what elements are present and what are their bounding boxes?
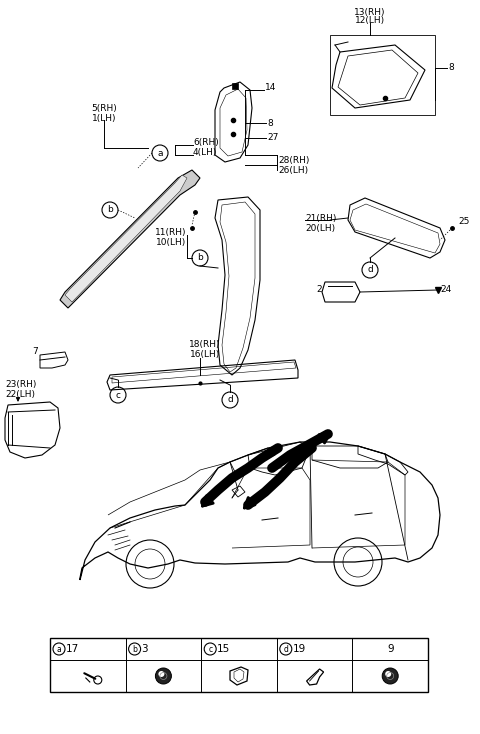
Text: 5(RH): 5(RH)	[91, 103, 117, 112]
Text: 9: 9	[387, 644, 394, 654]
Circle shape	[156, 668, 171, 684]
Text: c: c	[208, 644, 212, 653]
Text: 22(LH): 22(LH)	[5, 390, 35, 399]
Text: 23(RH): 23(RH)	[5, 380, 36, 390]
Text: d: d	[367, 266, 373, 275]
Bar	[232, 83, 238, 89]
Text: 3: 3	[142, 644, 148, 654]
Text: 27: 27	[267, 134, 278, 142]
Text: 25: 25	[458, 217, 469, 227]
Text: c: c	[116, 390, 120, 399]
Text: 7: 7	[32, 347, 38, 357]
Circle shape	[158, 671, 164, 677]
Circle shape	[382, 668, 398, 684]
Bar	[330, 35, 435, 115]
Text: 8: 8	[267, 118, 273, 128]
Text: b: b	[197, 253, 203, 263]
Polygon shape	[65, 175, 187, 302]
Text: d: d	[283, 644, 288, 653]
Text: b: b	[132, 644, 137, 653]
Text: 12(LH): 12(LH)	[355, 16, 385, 26]
Text: 16(LH): 16(LH)	[190, 351, 220, 360]
Text: 20(LH): 20(LH)	[305, 223, 335, 233]
Text: 14: 14	[265, 84, 276, 92]
Text: 28(RH): 28(RH)	[278, 156, 310, 164]
Text: 18(RH): 18(RH)	[189, 341, 221, 349]
Text: 4(LH): 4(LH)	[193, 148, 217, 156]
Text: 17: 17	[66, 644, 79, 654]
Text: 10(LH): 10(LH)	[156, 238, 186, 247]
Text: 19: 19	[293, 644, 306, 654]
Text: 2: 2	[316, 286, 322, 294]
Text: a: a	[157, 148, 163, 158]
Bar	[50, 638, 428, 692]
Circle shape	[385, 671, 391, 677]
Text: 13(RH): 13(RH)	[354, 7, 386, 16]
Text: 24: 24	[440, 286, 451, 294]
Text: 11(RH): 11(RH)	[155, 228, 186, 236]
Text: 6(RH): 6(RH)	[193, 137, 219, 147]
Text: 26(LH): 26(LH)	[278, 165, 308, 175]
Text: d: d	[227, 396, 233, 404]
Text: 8: 8	[448, 64, 454, 73]
Text: 1(LH): 1(LH)	[92, 114, 116, 123]
Text: 21(RH): 21(RH)	[305, 214, 336, 222]
Polygon shape	[60, 170, 200, 308]
Text: 15: 15	[217, 644, 230, 654]
Text: a: a	[57, 644, 61, 653]
Text: b: b	[107, 206, 113, 214]
